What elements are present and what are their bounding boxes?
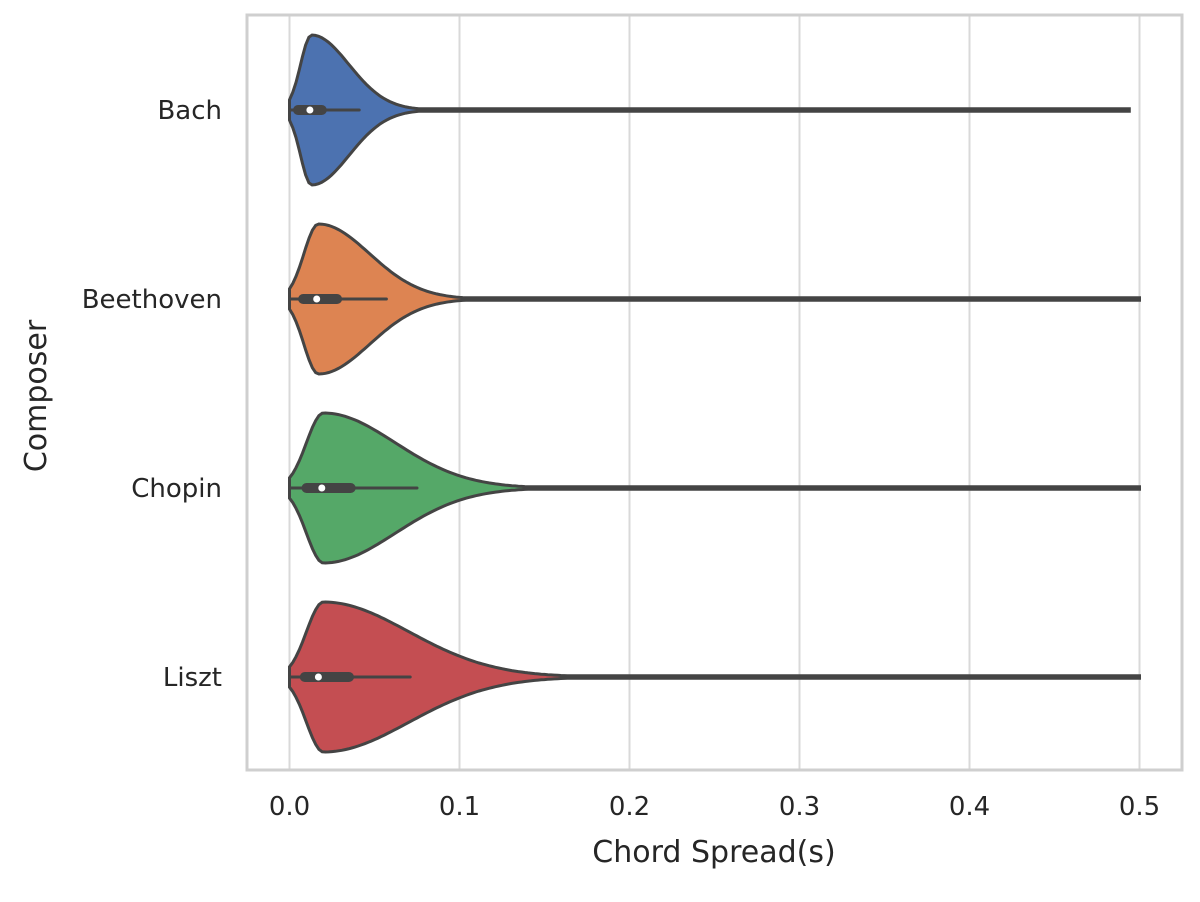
x-tick-label: 0.0 <box>269 792 310 822</box>
plot-frame <box>245 13 1184 772</box>
violins <box>288 33 1141 754</box>
y-tick-label: Beethoven <box>82 285 222 315</box>
x-tick-labels: 0.0 0.1 0.2 0.3 0.4 0.5 <box>269 792 1160 822</box>
x-tick-label: 0.5 <box>1119 792 1160 822</box>
x-tick-label: 0.4 <box>949 792 990 822</box>
violin-beethoven <box>288 222 1141 376</box>
x-tick-label: 0.1 <box>439 792 480 822</box>
y-tick-label: Liszt <box>163 663 222 693</box>
median-point-beethoven <box>313 295 321 303</box>
y-tick-label: Bach <box>157 96 222 126</box>
x-axis-label: Chord Spread(s) <box>592 835 835 870</box>
y-tick-label: Chopin <box>131 474 222 504</box>
violin-liszt <box>288 600 1141 754</box>
violin-chopin <box>288 411 1141 565</box>
grid-lines <box>288 15 1141 770</box>
median-point-chopin <box>318 484 326 492</box>
median-point-liszt <box>314 673 322 681</box>
x-tick-label: 0.3 <box>779 792 820 822</box>
violin-bach <box>288 33 1131 187</box>
y-tick-labels: Bach Beethoven Chopin Liszt <box>82 96 222 693</box>
x-tick-label: 0.2 <box>609 792 650 822</box>
median-point-bach <box>306 106 314 114</box>
y-axis-label: Composer <box>19 319 54 472</box>
